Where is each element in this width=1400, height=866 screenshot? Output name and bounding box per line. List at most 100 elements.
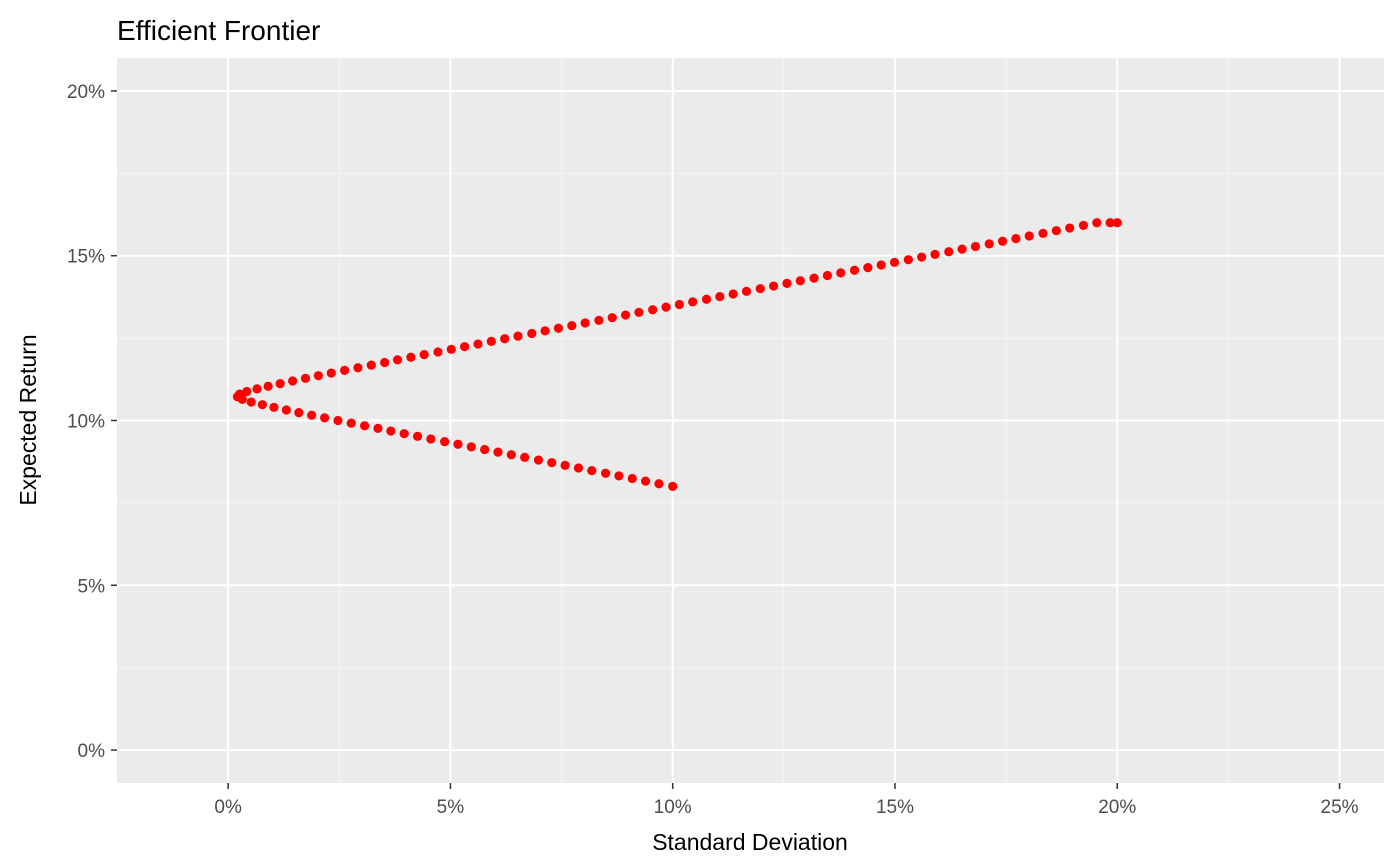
data-point — [701, 294, 712, 304]
y-tick-label: 15% — [67, 247, 105, 268]
y-tick-label: 0% — [78, 741, 106, 762]
data-point — [836, 268, 846, 278]
y-axis-title: Expected Return — [15, 334, 41, 505]
data-point — [648, 305, 658, 315]
data-point — [930, 249, 940, 260]
data-point — [1024, 231, 1034, 241]
data-point — [715, 291, 725, 302]
data-point — [433, 347, 443, 357]
data-point — [755, 284, 765, 294]
data-point — [313, 371, 323, 381]
x-tick-label: 0% — [214, 797, 242, 818]
data-point — [446, 344, 456, 354]
data-point — [294, 407, 304, 418]
data-point — [587, 465, 597, 476]
data-point — [769, 281, 779, 291]
data-point — [333, 415, 343, 426]
data-point — [506, 450, 516, 460]
chart-title: Efficient Frontier — [117, 15, 320, 46]
data-point — [728, 289, 738, 299]
x-tick-label: 25% — [1321, 797, 1359, 818]
data-point — [1078, 220, 1089, 231]
data-point — [353, 363, 363, 373]
data-point — [594, 315, 604, 325]
data-point — [668, 481, 678, 492]
data-point — [307, 410, 317, 420]
data-point — [1038, 228, 1048, 238]
data-point — [320, 413, 330, 423]
data-point — [540, 326, 550, 336]
data-point — [300, 373, 311, 383]
data-point — [527, 328, 537, 339]
data-point — [246, 397, 256, 407]
data-point — [654, 479, 664, 489]
data-point — [607, 313, 617, 323]
data-point — [560, 460, 570, 470]
data-point — [634, 307, 644, 318]
data-point — [473, 339, 483, 349]
data-point — [406, 352, 416, 362]
data-point — [1065, 223, 1075, 233]
data-point — [235, 389, 245, 399]
data-point — [600, 468, 611, 478]
data-point — [466, 442, 476, 452]
data-point — [493, 447, 503, 457]
data-point — [640, 476, 651, 486]
x-tick-label: 10% — [654, 797, 692, 818]
data-point — [440, 436, 450, 447]
data-point — [346, 418, 356, 428]
data-point — [386, 426, 396, 436]
data-point — [997, 236, 1008, 246]
data-point — [809, 273, 819, 283]
data-point — [453, 439, 463, 449]
data-point — [547, 458, 557, 468]
data-point — [480, 444, 490, 455]
data-point — [520, 452, 530, 463]
data-point — [614, 471, 624, 481]
data-point — [889, 257, 900, 267]
x-axis-title: Standard Deviation — [652, 829, 848, 855]
x-axis: 0% 5% 10% 15% 20% 25% — [214, 783, 1359, 818]
data-point — [573, 463, 584, 473]
data-point — [1011, 233, 1021, 244]
data-point — [380, 357, 390, 368]
data-point — [281, 405, 291, 415]
data-point — [957, 244, 967, 254]
data-point — [263, 381, 273, 391]
data-point — [1092, 218, 1102, 228]
data-point — [252, 384, 262, 394]
y-tick-label: 10% — [67, 412, 105, 433]
y-tick-label: 5% — [78, 576, 106, 597]
data-point — [1112, 218, 1122, 228]
data-point — [419, 349, 429, 360]
data-point — [849, 265, 860, 275]
x-tick-label: 15% — [876, 797, 914, 818]
data-point — [360, 421, 370, 431]
data-point — [795, 276, 805, 286]
data-point — [674, 299, 684, 310]
data-point — [553, 323, 564, 333]
data-point — [944, 247, 954, 257]
data-point — [661, 302, 671, 312]
data-point — [275, 378, 285, 389]
data-point — [822, 270, 833, 281]
data-point — [500, 334, 510, 344]
data-point — [269, 402, 279, 412]
data-point — [741, 286, 752, 296]
data-point — [242, 386, 252, 397]
x-tick-label: 20% — [1098, 797, 1136, 818]
data-point — [366, 360, 376, 370]
data-point — [1051, 226, 1061, 236]
data-point — [876, 260, 886, 270]
data-point — [257, 400, 267, 410]
y-axis: 0% 5% 10% 15% 20% — [67, 82, 117, 762]
data-point — [620, 310, 631, 320]
data-point — [984, 239, 994, 249]
data-point — [392, 355, 403, 365]
data-point — [288, 376, 298, 386]
data-point — [326, 368, 336, 378]
data-point — [533, 455, 544, 465]
data-point — [412, 431, 423, 441]
data-point — [903, 255, 913, 265]
